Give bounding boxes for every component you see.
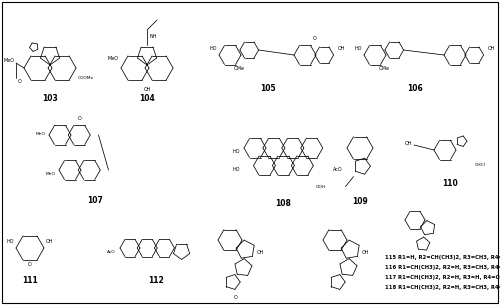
Text: HO: HO	[232, 167, 240, 172]
Text: O: O	[18, 79, 22, 84]
Text: OMe: OMe	[379, 66, 390, 71]
Text: HO: HO	[210, 46, 217, 51]
Text: 116 R1=CH(CH3)2, R2=H, R3=CH3, R4=H: 116 R1=CH(CH3)2, R2=H, R3=CH3, R4=H	[385, 265, 500, 270]
Text: O: O	[234, 295, 238, 300]
Text: 117 R1=CH(CH3)2, R2=H, R3=H, R4=CH3: 117 R1=CH(CH3)2, R2=H, R3=H, R4=CH3	[385, 275, 500, 280]
Text: HO: HO	[354, 46, 362, 51]
Text: HO: HO	[232, 149, 240, 154]
Text: OH: OH	[404, 141, 412, 146]
Text: 107: 107	[87, 196, 103, 205]
Text: OOH: OOH	[316, 185, 326, 189]
Text: OH: OH	[256, 250, 264, 255]
Text: OHCl: OHCl	[474, 163, 486, 167]
Text: AcO: AcO	[108, 250, 116, 254]
Text: O: O	[78, 116, 81, 121]
Text: 103: 103	[42, 94, 58, 103]
Text: 105: 105	[260, 84, 276, 93]
Text: 110: 110	[442, 179, 458, 188]
Text: OH: OH	[337, 46, 345, 51]
Text: NH: NH	[149, 34, 156, 40]
Text: OMe: OMe	[234, 66, 245, 71]
Text: MeO: MeO	[35, 132, 45, 136]
Text: 106: 106	[407, 84, 423, 93]
Text: MeO: MeO	[108, 56, 119, 60]
Text: OH: OH	[144, 87, 151, 92]
Text: 109: 109	[352, 197, 368, 206]
Text: COOMe: COOMe	[78, 76, 94, 80]
Text: 108: 108	[276, 199, 291, 207]
Text: OH: OH	[487, 46, 495, 51]
Text: HO: HO	[6, 239, 14, 244]
Text: O: O	[312, 36, 316, 41]
Text: 115 R1=H, R2=CH(CH3)2, R3=CH3, R4=H: 115 R1=H, R2=CH(CH3)2, R3=CH3, R4=H	[385, 255, 500, 260]
Text: 111: 111	[22, 276, 38, 285]
Text: OH: OH	[46, 239, 54, 244]
Text: MeO: MeO	[45, 172, 55, 176]
Text: 112: 112	[148, 276, 164, 285]
Text: AcO: AcO	[334, 167, 343, 172]
Text: 118 R1=CH(CH3)2, R2=H, R3=CH3, R4=CH3: 118 R1=CH(CH3)2, R2=H, R3=CH3, R4=CH3	[385, 285, 500, 290]
Text: O: O	[28, 262, 32, 267]
Text: OH: OH	[362, 250, 369, 255]
Text: MeO: MeO	[3, 58, 14, 63]
Text: 104: 104	[139, 94, 155, 103]
